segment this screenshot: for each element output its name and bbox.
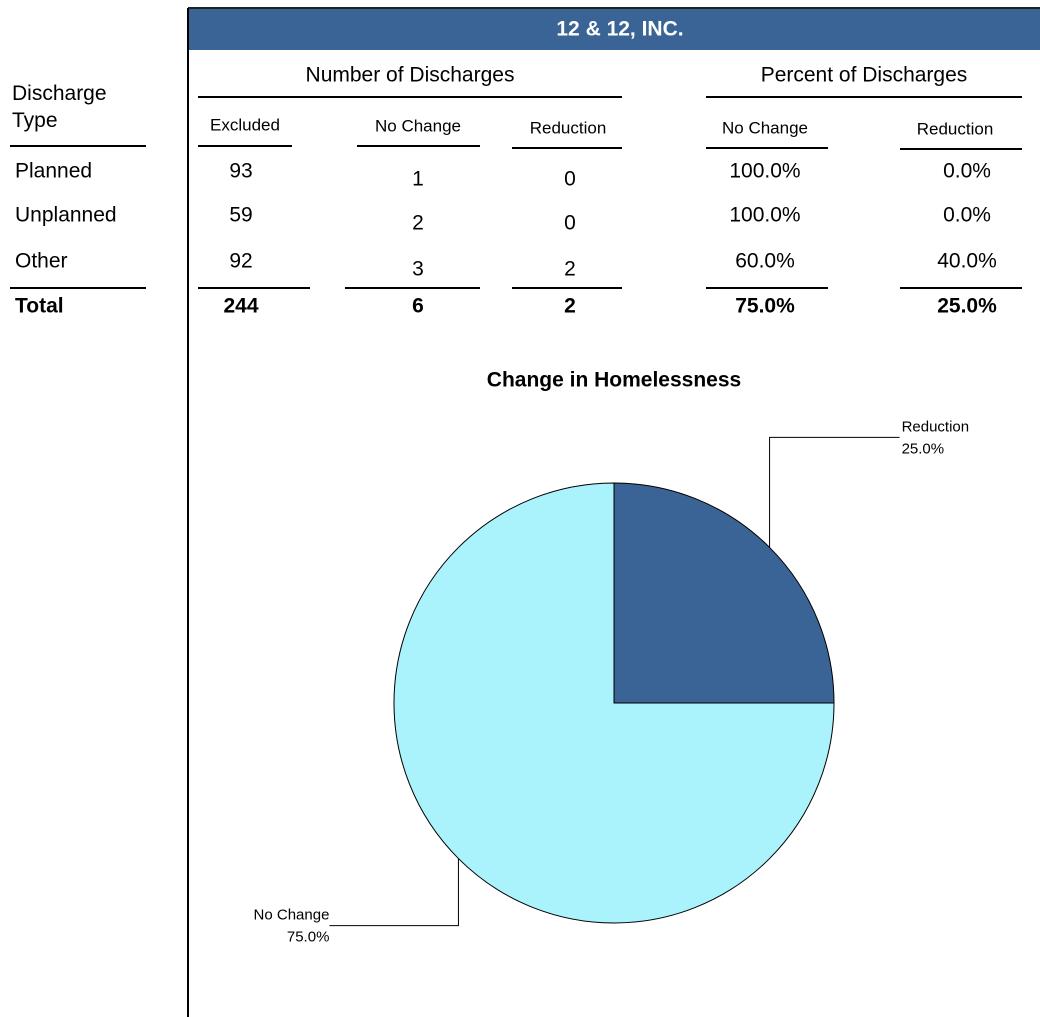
chart-title: Change in Homelessness bbox=[487, 369, 741, 392]
cell: 0.0% bbox=[943, 204, 991, 227]
rules bbox=[10, 96, 1022, 289]
cell: 3 bbox=[412, 258, 424, 281]
row-label: Unplanned bbox=[15, 204, 117, 227]
column-header: Excluded bbox=[210, 115, 280, 134]
total-cell: 6 bbox=[412, 295, 424, 318]
leader-line bbox=[769, 436, 900, 548]
column-header: Reduction bbox=[917, 119, 994, 138]
cell: 0 bbox=[564, 168, 576, 191]
slice-value: 25.0% bbox=[902, 440, 945, 457]
cell: 93 bbox=[229, 160, 252, 183]
cell: 0 bbox=[564, 212, 576, 235]
leader-line bbox=[329, 858, 459, 927]
row-header-box: Discharge Type bbox=[12, 82, 107, 132]
total-cell: 244 bbox=[223, 295, 258, 318]
group-header: Number of Discharges bbox=[306, 64, 515, 87]
total-cell: 75.0% bbox=[735, 295, 795, 318]
row-header: Discharge Type bbox=[12, 82, 107, 132]
pie-slice bbox=[613, 482, 835, 704]
cell: 59 bbox=[229, 204, 252, 227]
slice-value: 75.0% bbox=[287, 929, 330, 946]
total-cell: 2 bbox=[564, 295, 576, 318]
column-header: Reduction bbox=[530, 118, 607, 137]
cell: 100.0% bbox=[729, 160, 800, 183]
cell: 40.0% bbox=[937, 250, 997, 273]
row-label: Planned bbox=[15, 160, 92, 183]
cell: 2 bbox=[564, 258, 576, 281]
cell: 100.0% bbox=[729, 204, 800, 227]
slice-label: Reduction bbox=[902, 418, 970, 435]
column-header: No Change bbox=[722, 118, 808, 137]
cell: 1 bbox=[412, 168, 424, 191]
cell: 2 bbox=[412, 212, 424, 235]
cell: 92 bbox=[229, 250, 252, 273]
cell: 60.0% bbox=[735, 250, 795, 273]
row-label: Other bbox=[15, 250, 68, 273]
header-bar bbox=[188, 8, 1040, 50]
total-label: Total bbox=[15, 295, 64, 318]
column-header: No Change bbox=[375, 116, 461, 135]
total-cell: 25.0% bbox=[937, 295, 997, 318]
cell: 0.0% bbox=[943, 160, 991, 183]
header-title: 12 & 12, INC. bbox=[556, 18, 683, 41]
group-header: Percent of Discharges bbox=[761, 64, 968, 87]
slice-label: No Change bbox=[254, 907, 330, 924]
